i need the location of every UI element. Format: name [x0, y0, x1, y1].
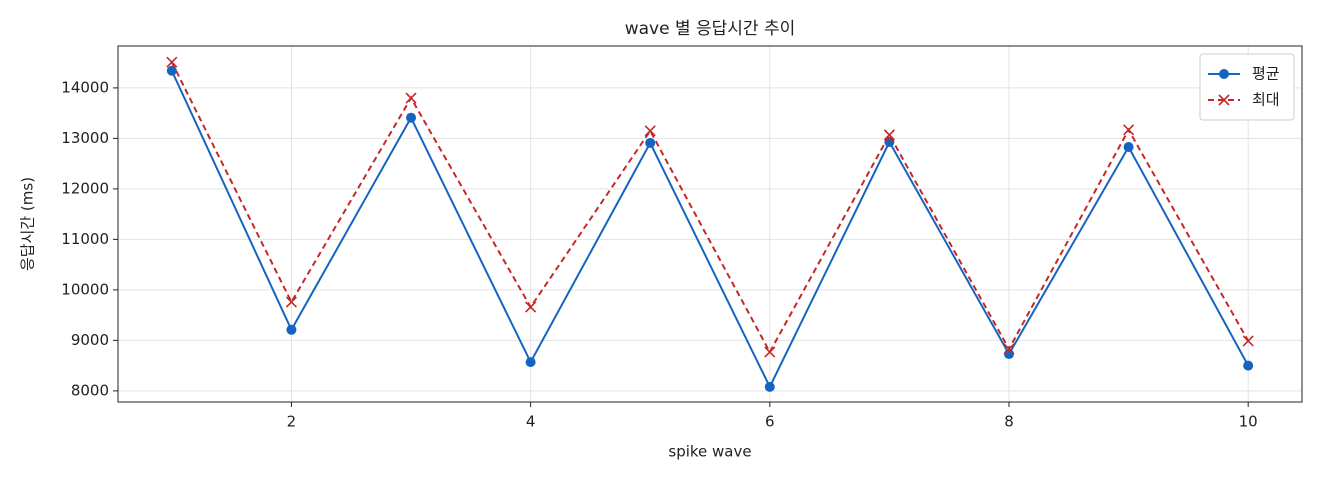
marker [764, 381, 775, 392]
legend-label: 평균 [1252, 65, 1280, 83]
marker [1123, 141, 1134, 152]
series-line [170, 70, 1250, 390]
marker [285, 296, 297, 308]
y-tick-label: 14000 [61, 78, 109, 96]
legend-box [1199, 53, 1295, 121]
y-tick-label: 13000 [61, 129, 109, 147]
marker [645, 137, 656, 148]
x-tick-label: 6 [765, 413, 775, 431]
marker [1242, 335, 1254, 347]
marker [644, 125, 656, 137]
marker [405, 92, 417, 104]
x-tick-label: 2 [287, 413, 297, 431]
marker [166, 56, 178, 68]
y-tick-label: 9000 [71, 331, 109, 349]
marker [406, 112, 417, 123]
x-tick-label: 4 [526, 413, 536, 431]
y-tick-label: 10000 [61, 280, 109, 298]
y-tick-label: 12000 [61, 179, 109, 197]
marker [1243, 360, 1254, 371]
chart-title: wave 별 응답시간 추이 [625, 19, 796, 39]
y-axis-label: 응답시간 (ms) [19, 177, 37, 271]
marker [286, 324, 297, 335]
x-axis-label: spike wave [668, 443, 751, 461]
marker [166, 65, 177, 76]
plot-frame [117, 45, 1303, 403]
x-tick-label: 8 [1004, 413, 1014, 431]
marker [883, 129, 895, 141]
legend-label: 최대 [1252, 91, 1280, 109]
marker [525, 357, 536, 368]
series-line [170, 61, 1250, 355]
marker [525, 301, 537, 313]
y-tick-label: 8000 [71, 381, 109, 399]
x-tick-label: 10 [1239, 413, 1258, 431]
y-tick-label: 11000 [61, 230, 109, 248]
marker [1003, 343, 1015, 355]
marker [764, 346, 776, 358]
legend-marker [1218, 94, 1230, 106]
marker [1123, 124, 1135, 136]
legend-marker [1219, 69, 1229, 79]
